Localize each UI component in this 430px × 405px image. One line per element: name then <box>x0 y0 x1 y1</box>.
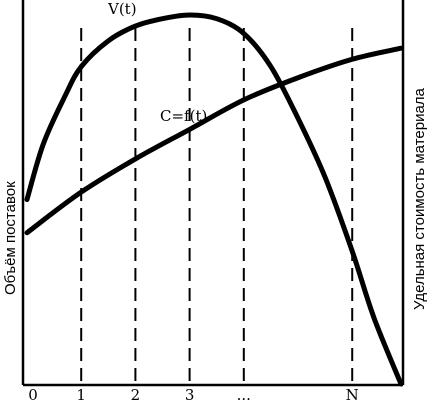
x-tick-label: 3 <box>185 386 195 404</box>
x-tick-label: 1 <box>76 386 86 404</box>
y-axis-label-right: Удельная стоимость материала <box>411 87 428 310</box>
x-tick-labels: 0 1 2 3... N <box>28 386 359 404</box>
series-lines <box>24 12 404 387</box>
y-axis-label-left: Объём поставок <box>2 181 19 295</box>
dashed-lines <box>80 28 354 384</box>
series-label-c: C=f(t) <box>160 107 207 125</box>
x-tick-label: N <box>346 386 359 404</box>
series-line-c <box>24 45 404 236</box>
series-line-v <box>24 12 404 387</box>
x-tick-label: 2 <box>131 386 141 404</box>
x-tick-label: ... <box>237 386 251 404</box>
x-tick-label: 0 <box>28 386 38 404</box>
series-label-v: V(t) <box>107 0 137 18</box>
